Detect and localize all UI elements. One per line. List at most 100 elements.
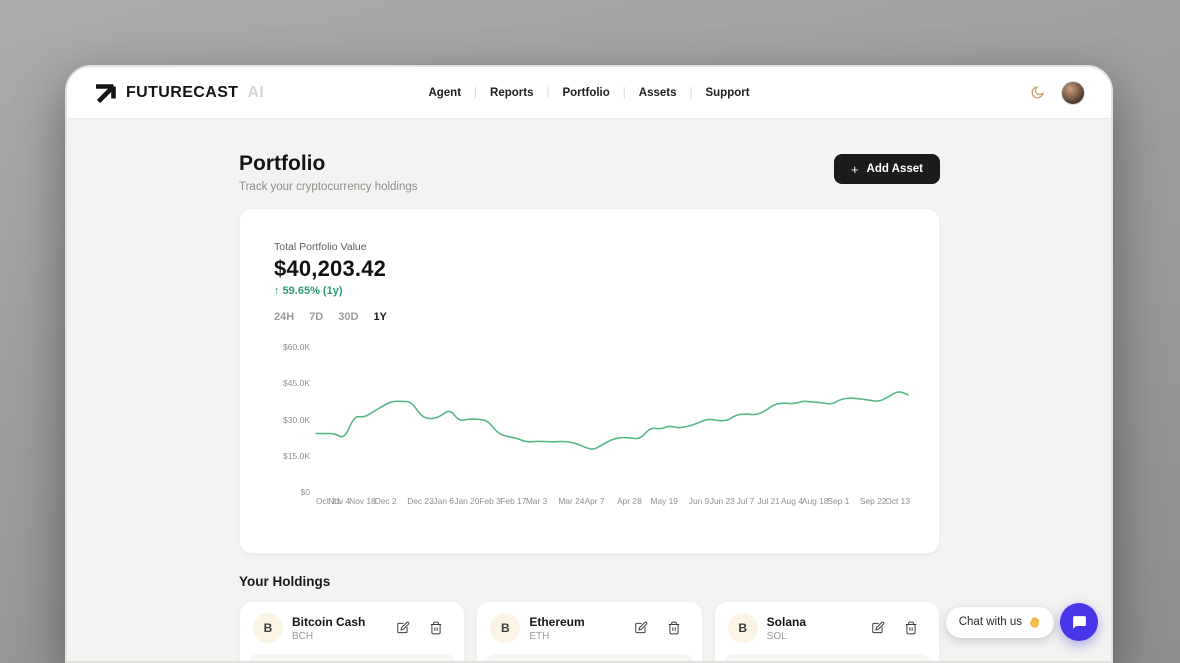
delete-asset-button[interactable]	[427, 619, 445, 637]
nav-item-support[interactable]: Support	[705, 86, 750, 99]
range-tab-1y[interactable]: 1Y	[373, 311, 387, 323]
range-tab-7d[interactable]: 7D	[309, 311, 324, 323]
trash-icon	[668, 621, 679, 635]
arrow-up-right-logo-icon	[96, 83, 116, 103]
nav-item-agent[interactable]: Agent	[428, 86, 462, 99]
edit-asset-button[interactable]	[632, 619, 650, 637]
holding-card-header: B Ethereum ETH	[486, 613, 692, 643]
x-tick-label: Mar 24	[558, 496, 585, 506]
x-tick-label: Jan 20	[454, 496, 480, 506]
x-tick-label: Apr 28	[617, 496, 642, 506]
x-tick-label: Jul 7	[736, 496, 755, 506]
chat-bubble-icon	[1072, 615, 1086, 629]
ai-score-row: AI Score:-4(Slightly Bearish)+1	[486, 654, 693, 661]
range-tab-30d[interactable]: 30D	[338, 311, 359, 323]
x-tick-label: Feb 3	[479, 496, 501, 506]
line-chart-svg	[315, 391, 909, 450]
x-tick-label: Jun 9	[688, 496, 710, 506]
nav-item-assets[interactable]: Assets	[638, 86, 677, 99]
asset-avatar: B	[727, 613, 758, 643]
page-subtitle: Track your cryptocurrency holdings	[239, 181, 418, 193]
x-tick-label: Mar 3	[525, 496, 548, 506]
asset-name: Ethereum	[529, 614, 585, 629]
page-header: Portfolio Track your cryptocurrency hold…	[239, 152, 940, 193]
top-navbar: FUTURECAST AI Agent | Reports | Portfolio | Ass…	[67, 67, 1111, 119]
asset-symbol: SOL	[766, 630, 787, 642]
chat-fab-button[interactable]	[1060, 603, 1098, 641]
nav-separator: |	[474, 86, 478, 99]
ai-score-row: AI Score:-1(Slightly Bearish)	[249, 654, 456, 661]
portfolio-value-line	[315, 391, 909, 450]
plus-icon: +	[850, 161, 859, 177]
chart-plot-area	[315, 347, 909, 492]
asset-name: Solana	[766, 614, 807, 629]
waving-hand-icon	[1029, 616, 1039, 628]
theme-toggle-button[interactable]	[1028, 84, 1046, 102]
x-tick-label: May 19	[650, 496, 678, 506]
nav-separator: |	[689, 86, 693, 99]
x-tick-label: Dec 2	[374, 496, 397, 506]
x-tick-label: Jun 23	[709, 496, 735, 506]
total-portfolio-value: $40,203.42	[274, 256, 387, 281]
x-tick-label: Sep 1	[827, 496, 850, 506]
y-axis: $60.0K $45.0K $30.0K $15.0K $0	[258, 342, 310, 497]
x-tick-label: Nov 18	[349, 496, 376, 506]
logo-suffix: AI	[247, 83, 265, 101]
x-tick-label: Aug 18	[801, 496, 829, 506]
holding-card-header: B Solana SOL	[724, 613, 930, 643]
add-asset-button[interactable]: + Add Asset	[833, 154, 940, 184]
nav-separator: |	[546, 86, 550, 99]
x-tick-label: Feb 17	[500, 496, 527, 506]
trash-icon	[905, 621, 917, 635]
y-tick-label: $60.0K	[283, 342, 310, 352]
chat-label: Chat with us	[958, 616, 1022, 628]
main-nav: Agent | Reports | Portfolio | Assets | Support	[428, 67, 749, 118]
y-tick-label: $15.0K	[283, 450, 310, 461]
app-window: FUTURECAST AI Agent | Reports | Portfolio | Ass…	[65, 65, 1113, 663]
range-tab-24h[interactable]: 24H	[274, 311, 295, 323]
asset-info: Solana SOL	[767, 615, 806, 642]
y-tick-label: $0	[300, 487, 310, 497]
x-tick-label: Aug 4	[780, 496, 803, 506]
edit-icon	[397, 621, 410, 634]
x-tick-label: Oct 21	[316, 496, 341, 506]
nav-separator: |	[622, 86, 626, 99]
asset-symbol: ETH	[529, 630, 550, 642]
chat-widget: Chat with us	[945, 603, 1098, 641]
x-tick-label: Apr 7	[584, 496, 605, 506]
ai-score-row: AI Score:-1(Slightly Bearish)+4	[723, 654, 930, 661]
moon-icon	[1031, 86, 1044, 99]
portfolio-chart-card: Total Portfolio Value $40,203.42 ↑ 59.65…	[239, 208, 940, 554]
nav-item-portfolio[interactable]: Portfolio	[562, 86, 610, 99]
chat-with-us-button[interactable]: Chat with us	[945, 606, 1054, 638]
y-tick-label: $45.0K	[283, 378, 310, 389]
nav-item-reports[interactable]: Reports	[490, 86, 534, 99]
user-avatar[interactable]	[1061, 80, 1085, 105]
holding-card-header: B Bitcoin Cash BCH	[249, 613, 455, 643]
holdings-section-title: Your Holdings	[239, 574, 331, 589]
main-content: Portfolio Track your cryptocurrency hold…	[67, 152, 1111, 661]
logo-text: FUTURECAST	[126, 83, 239, 101]
delete-asset-button[interactable]	[665, 619, 683, 637]
edit-asset-button[interactable]	[869, 619, 887, 637]
edit-asset-button[interactable]	[394, 619, 412, 637]
edit-icon	[634, 621, 647, 634]
page-title: Portfolio	[239, 152, 326, 175]
x-tick-label: Dec 23	[407, 496, 434, 506]
app-logo[interactable]: FUTURECAST AI	[67, 81, 264, 105]
x-tick-label: Jan 6	[433, 496, 454, 506]
total-value-label: Total Portfolio Value	[274, 241, 367, 253]
x-tick-label: Nov 4	[328, 496, 351, 506]
edit-icon	[872, 621, 885, 634]
page-title-block: Portfolio Track your cryptocurrency hold…	[239, 152, 418, 193]
delete-asset-button[interactable]	[902, 619, 920, 637]
y-tick-label: $30.0K	[283, 414, 310, 425]
asset-avatar: B	[490, 613, 521, 643]
add-asset-label: Add Asset	[866, 163, 923, 175]
asset-name: Bitcoin Cash	[292, 614, 366, 629]
x-tick-label: Jul 21	[757, 496, 780, 506]
asset-actions	[869, 619, 926, 637]
